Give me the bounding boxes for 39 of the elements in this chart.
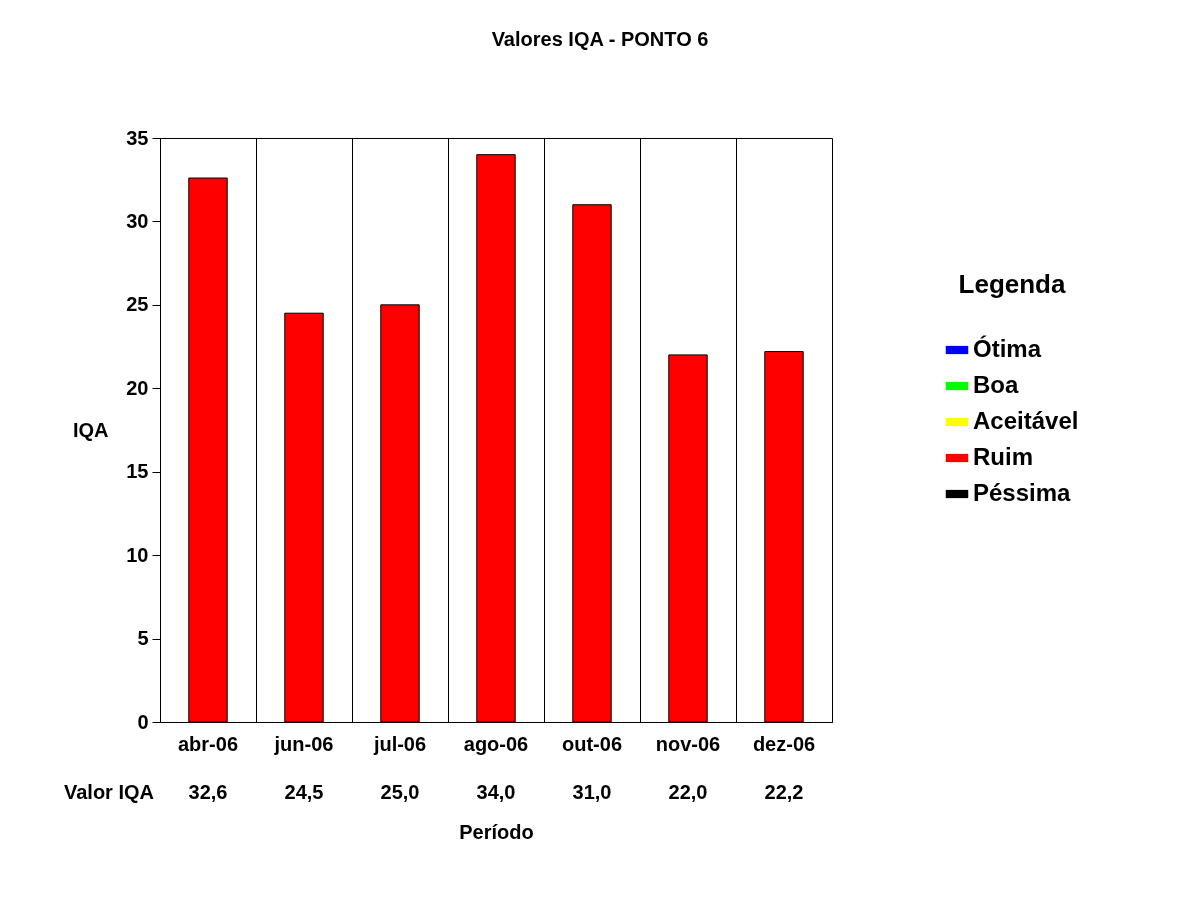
x-axis-title: Período	[459, 820, 534, 843]
bar	[764, 351, 804, 723]
y-tick-label: 0	[137, 710, 149, 733]
legend-label: Aceitável	[973, 407, 1079, 434]
x-tick-label: abr-06	[177, 732, 239, 755]
x-tick-label: out-06	[562, 732, 622, 755]
x-tick-label: dez-06	[752, 732, 816, 755]
data-label: 25,0	[380, 781, 420, 803]
legend-label: Boa	[973, 371, 1019, 398]
bar	[284, 312, 324, 723]
legend-label: Ruim	[973, 443, 1033, 470]
y-tick-label: 10	[126, 543, 149, 566]
data-label: 24,5	[284, 781, 324, 803]
data-label: 31,0	[572, 781, 612, 803]
data-label: 22,0	[668, 781, 708, 803]
data-label: 34,0	[476, 781, 516, 803]
x-tick-label: ago-06	[463, 732, 529, 755]
x-tick-label: jun-06	[273, 732, 334, 755]
data-label: 32,6	[188, 781, 228, 803]
x-tick-label: nov-06	[655, 732, 721, 755]
x-tick-label: jul-06	[372, 732, 427, 755]
legend-label: Péssima	[973, 479, 1072, 506]
bar	[668, 354, 708, 723]
data-label: 22,2	[764, 781, 804, 803]
legend-title: Legenda	[958, 269, 1066, 299]
y-tick-label: 15	[126, 460, 149, 483]
y-tick-label: 5	[137, 627, 149, 650]
bar	[572, 204, 612, 723]
text: Valor IQA	[63, 781, 154, 803]
y-axis-title: IQA	[72, 418, 109, 441]
chart-title: Valores IQA - PONTO 6	[491, 28, 709, 50]
y-tick-label: 30	[126, 209, 149, 232]
bar	[188, 177, 228, 723]
y-tick-label: 35	[126, 126, 149, 149]
legend-label: Ótima	[973, 335, 1042, 362]
bar	[380, 304, 420, 723]
y-tick-label: 25	[126, 293, 149, 316]
y-tick-label: 20	[126, 376, 149, 399]
bar	[476, 154, 516, 723]
